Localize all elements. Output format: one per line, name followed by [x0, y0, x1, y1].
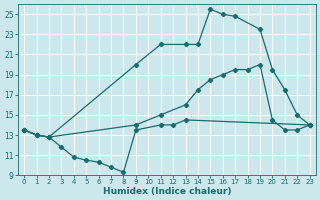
X-axis label: Humidex (Indice chaleur): Humidex (Indice chaleur) [103, 187, 231, 196]
